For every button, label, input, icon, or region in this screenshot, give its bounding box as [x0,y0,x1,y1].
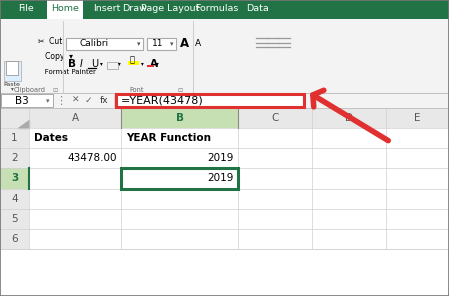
Text: fx: fx [100,96,109,105]
Text: ▾: ▾ [141,61,143,66]
Text: 43478.00: 43478.00 [67,153,117,163]
Text: ⊡: ⊡ [52,88,57,93]
Bar [128,61,139,65]
Text: D: D [345,113,353,123]
Text: ✂  Cut: ✂ Cut [38,37,62,46]
Text: B: B [176,113,184,123]
Bar [147,65,154,67]
Bar [116,94,304,107]
Text: 11: 11 [152,39,163,48]
Text: U: U [91,59,98,69]
Text: A: A [72,113,79,123]
Text: Calibri: Calibri [80,39,109,48]
Text: Copy  ▾: Copy ▾ [38,52,73,61]
Bar [1,94,53,107]
Text: ▾: ▾ [136,41,140,47]
Bar [4,61,21,81]
FancyBboxPatch shape [66,38,143,50]
Bar [0,108,449,249]
Text: ✓: ✓ [85,96,92,105]
Text: Page Layout: Page Layout [141,4,200,13]
Bar [121,108,238,128]
Text: Clipboard: Clipboard [13,87,45,93]
Bar [0,108,29,249]
Text: 2019: 2019 [207,173,233,184]
Text: Draw: Draw [122,4,147,13]
Text: ▾: ▾ [156,61,159,66]
Bar [0,19,449,93]
Bar [0,93,449,108]
Text: Formulas: Formulas [195,4,238,13]
Text: Data: Data [246,4,269,13]
Text: 4: 4 [11,194,18,204]
Bar [0,0,449,19]
Text: B: B [68,59,76,69]
Text: ⊡: ⊡ [178,88,183,93]
Bar [0,168,29,189]
Text: 1: 1 [11,133,18,143]
Text: 5: 5 [11,214,18,224]
Text: =YEAR(43478): =YEAR(43478) [120,96,203,106]
Text: A: A [150,59,158,69]
Polygon shape [18,120,29,128]
Text: File: File [18,4,34,13]
Bar [121,168,238,189]
Text: ▾: ▾ [118,61,120,66]
Text: 2019: 2019 [207,153,233,163]
Text: A: A [194,39,201,48]
Bar [0,108,449,128]
Text: 🖊: 🖊 [130,56,135,65]
Text: B3: B3 [15,96,28,106]
Text: ▾: ▾ [100,61,102,66]
Text: I: I [80,59,83,69]
Text: ▾: ▾ [11,86,13,91]
Text: Dates: Dates [34,133,68,143]
Text: E: E [414,113,421,123]
Bar [6,61,18,75]
Bar [47,0,83,19]
FancyBboxPatch shape [147,38,176,50]
Text: 3: 3 [11,173,18,184]
Text: C: C [271,113,279,123]
Text: Insert: Insert [93,4,120,13]
Text: ▾: ▾ [170,41,173,47]
Text: ⋮: ⋮ [55,96,66,106]
Text: A: A [180,37,189,50]
Bar [121,168,238,189]
Text: Font: Font [130,87,144,93]
Text: 6: 6 [11,234,18,244]
Text: ▾: ▾ [46,98,50,104]
Text: Format Painter: Format Painter [38,69,96,75]
Text: Paste: Paste [4,82,21,87]
Text: Home: Home [51,4,79,13]
Text: ✕: ✕ [72,96,79,105]
Bar [107,62,118,69]
Text: YEAR Function: YEAR Function [126,133,211,143]
Text: 2: 2 [11,153,18,163]
